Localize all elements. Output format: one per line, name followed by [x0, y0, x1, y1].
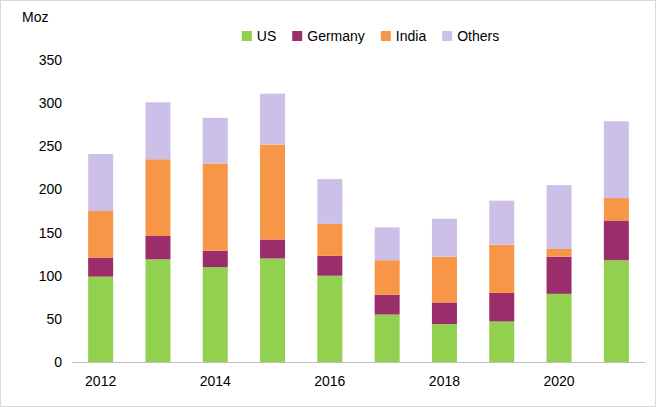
y-tick-label: 100: [39, 268, 63, 284]
bar-segment: [88, 258, 113, 277]
y-tick: [68, 362, 72, 363]
bar-segment: [375, 227, 400, 260]
legend-swatch: [442, 31, 452, 41]
y-tick: [68, 189, 72, 190]
bar-segment: [489, 293, 514, 321]
y-tick: [68, 232, 72, 233]
legend-label: India: [396, 28, 427, 44]
bar-segment: [145, 236, 170, 259]
x-tick-label: 2012: [85, 373, 116, 389]
legend-swatch: [381, 31, 391, 41]
y-tick: [68, 60, 72, 61]
bar-segment: [604, 198, 629, 220]
bar-segment: [203, 267, 228, 362]
bar-segment: [489, 321, 514, 362]
bar-segment: [489, 201, 514, 245]
bar-segment: [145, 102, 170, 159]
bar-segment: [145, 159, 170, 236]
bar-segment: [604, 121, 629, 198]
bar-segment: [375, 295, 400, 315]
bar-segment: [317, 179, 342, 224]
x-tick-label: 2020: [543, 373, 574, 389]
bar-segment: [260, 94, 285, 145]
bar-segment: [432, 257, 457, 303]
bar-segment: [432, 302, 457, 324]
bar-segment: [88, 154, 113, 211]
y-tick-label: 350: [39, 52, 63, 68]
legend-label: Germany: [307, 28, 365, 44]
y-tick: [68, 146, 72, 147]
y-tick: [68, 318, 72, 319]
bar-segment: [317, 256, 342, 276]
chart-frame: [1, 1, 656, 407]
bar-segment: [432, 219, 457, 257]
y-axis-label: Moz: [22, 9, 48, 25]
bar-segment: [260, 239, 285, 258]
y-tick-label: 250: [39, 138, 63, 154]
bar-segment: [547, 294, 572, 362]
bar-segment: [203, 251, 228, 267]
y-tick-label: 300: [39, 95, 63, 111]
bar-segment: [260, 145, 285, 240]
x-tick-label: 2018: [429, 373, 460, 389]
bars: [88, 94, 629, 362]
bar-segment: [203, 118, 228, 164]
chart: 0 50 100 150 200 250 300 350 Moz 2012 2014 2016 2018…: [0, 0, 656, 407]
bar-segment: [145, 259, 170, 362]
legend-label: US: [257, 28, 276, 44]
legend-swatch: [242, 31, 252, 41]
bar-segment: [375, 260, 400, 295]
bar-segment: [547, 249, 572, 257]
bar-segment: [88, 211, 113, 258]
y-tick: [68, 103, 72, 104]
bar-segment: [203, 164, 228, 251]
bar-segment: [88, 277, 113, 362]
bar-segment: [547, 257, 572, 294]
x-tick-label: 2016: [314, 373, 345, 389]
legend: US Germany India Others: [242, 28, 499, 44]
legend-label: Others: [457, 28, 499, 44]
bar-segment: [604, 260, 629, 362]
x-tick-label: 2014: [200, 373, 231, 389]
bar-segment: [489, 245, 514, 293]
y-tick-label: 50: [46, 311, 62, 327]
y-tick: [68, 275, 72, 276]
bar-segment: [317, 224, 342, 256]
y-tick-label: 200: [39, 181, 63, 197]
y-tick-label: 0: [54, 354, 62, 370]
legend-swatch: [292, 31, 302, 41]
bar-segment: [432, 324, 457, 362]
bar-segment: [604, 220, 629, 260]
bar-segment: [260, 258, 285, 362]
bar-segment: [547, 185, 572, 249]
bar-segment: [317, 276, 342, 362]
y-tick-label: 150: [39, 225, 63, 241]
x-axis: [72, 362, 645, 363]
bar-segment: [375, 315, 400, 362]
